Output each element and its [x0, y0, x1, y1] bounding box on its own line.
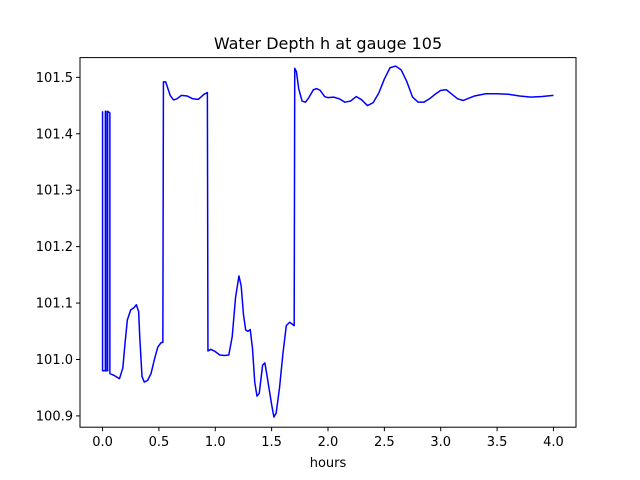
x-tick-label: 0.5: [149, 435, 170, 450]
y-tick-label: 101.5: [36, 71, 73, 86]
x-tick-label: 4.0: [543, 435, 564, 450]
x-tick-label: 1.5: [261, 435, 282, 450]
x-tick-label: 0.0: [92, 435, 113, 450]
x-tick-label: 1.0: [205, 435, 226, 450]
plot-area-frame: [79, 57, 577, 428]
y-tick-label: 101.1: [36, 297, 73, 312]
series-line-water-depth: [101, 65, 554, 418]
series-layer: [101, 65, 554, 418]
y-tick-label: 100.9: [36, 409, 73, 424]
y-tick-label: 101.3: [36, 184, 73, 199]
chart-title: Water Depth h at gauge 105: [214, 34, 442, 53]
y-tick-label: 101.0: [36, 353, 73, 368]
x-axis-label: hours: [310, 456, 347, 471]
x-tick-label: 3.0: [430, 435, 451, 450]
ticks-layer: 0.0 0.5 1.0 1.5 2.0 2.5 3.0 3.5 4.0 100.9 101.0 101…: [36, 71, 564, 450]
y-tick-label: 101.4: [36, 127, 73, 142]
y-tick-label: 101.2: [36, 240, 73, 255]
x-tick-label: 3.5: [487, 435, 508, 450]
x-tick-label: 2.5: [374, 435, 395, 450]
x-tick-label: 2.0: [318, 435, 339, 450]
